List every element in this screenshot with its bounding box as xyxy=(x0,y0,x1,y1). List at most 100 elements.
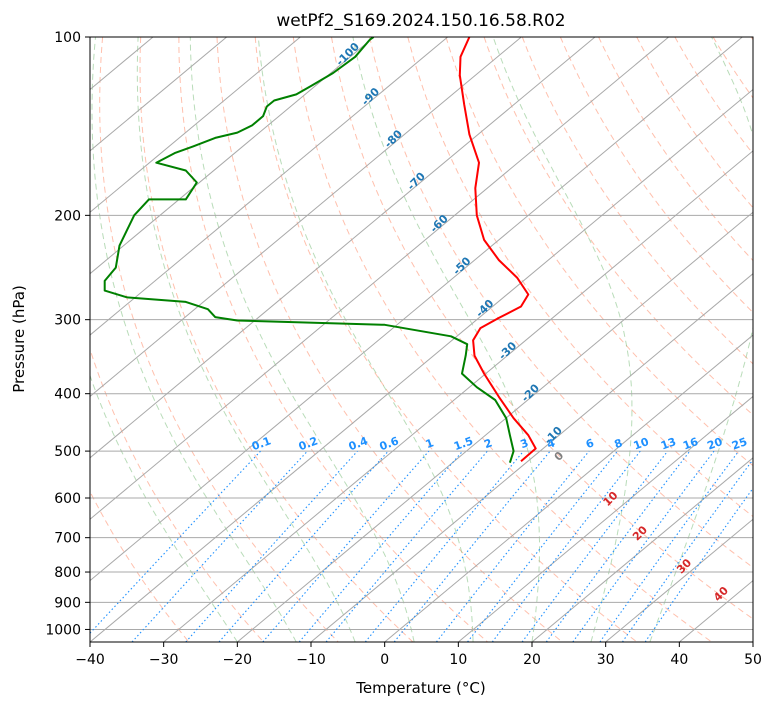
isotherm-line xyxy=(0,37,6,642)
y-tick-label: 200 xyxy=(54,208,81,224)
x-axis-label: Temperature (°C) xyxy=(355,679,485,697)
moist-adiabat-line xyxy=(90,374,238,642)
dry-adiabat-line xyxy=(90,347,264,642)
isotherm-line xyxy=(90,37,522,398)
dry-adiabat-line xyxy=(750,37,753,41)
isotherm-line xyxy=(384,334,753,642)
mixing-ratio-label: 25 xyxy=(730,435,749,452)
isotherm-line xyxy=(237,211,753,642)
isotherm-label: -40 xyxy=(473,297,496,320)
plot-frame xyxy=(89,36,754,643)
temperature-profile-line xyxy=(458,37,537,462)
y-tick-label: 700 xyxy=(54,531,81,547)
dry-adiabat-line xyxy=(90,490,190,642)
mixing-ratio-line xyxy=(545,450,691,642)
mixing-ratio-label: 10 xyxy=(632,435,651,453)
y-tick-label: 1000 xyxy=(45,622,81,638)
mixing-ratio-line xyxy=(131,450,308,642)
line-labels: 0.1 0.2 0.4 0.6 1 1.5 2 3 4 6 8 10 13 16 20 25 30 36-100-… xyxy=(250,40,775,604)
y-tick-label: 400 xyxy=(54,387,81,403)
x-tick-label: −30 xyxy=(149,652,179,668)
x-tick-label: 30 xyxy=(597,652,615,668)
x-tick-label: −40 xyxy=(75,652,105,668)
isotherm-line xyxy=(605,518,753,642)
y-tick-label: 800 xyxy=(54,565,81,581)
mixing-ratio-line xyxy=(90,450,262,634)
isotherm-line xyxy=(752,641,753,642)
background-lines xyxy=(0,37,753,642)
x-tick-label: −10 xyxy=(296,652,326,668)
dry-adiabat-line xyxy=(598,37,753,262)
x-tick-label: 40 xyxy=(670,652,688,668)
mixing-ratio-label: 36 xyxy=(771,435,775,453)
dry-adiabat-line xyxy=(331,37,753,620)
moist-adiabat-line xyxy=(257,37,474,642)
isotherm-line xyxy=(90,37,301,213)
isotherm-line xyxy=(90,37,669,520)
isotherm-line xyxy=(531,457,753,642)
mixing-ratio-line xyxy=(435,450,590,642)
y-tick-label: 100 xyxy=(54,30,81,46)
isotherm-line xyxy=(458,395,753,642)
dry-adiabat-label: 10 xyxy=(601,489,621,509)
mixing-ratio-line xyxy=(621,458,753,642)
isotherm-line xyxy=(90,37,448,336)
x-tick-label: 0 xyxy=(380,652,389,668)
mixing-ratio-line xyxy=(325,450,488,642)
mixing-ratio-label: 16 xyxy=(681,435,700,453)
mixing-ratio-label: 20 xyxy=(705,435,724,453)
mixing-ratio-label: 0.1 xyxy=(250,434,273,453)
dry-adiabat-line xyxy=(559,37,753,314)
dry-adiabat-line xyxy=(636,37,753,209)
mixing-ratio-line xyxy=(599,450,740,642)
mixing-ratio-line xyxy=(185,450,358,642)
isotherm-label: -80 xyxy=(382,127,405,150)
y-tick-label: 900 xyxy=(54,595,81,611)
moist-adiabat-line xyxy=(91,37,297,642)
x-tick-label: 50 xyxy=(744,652,762,668)
isotherm-line xyxy=(679,579,753,642)
isotherm-label: -70 xyxy=(405,170,428,193)
mixing-ratio-label: 0.4 xyxy=(347,434,370,453)
axis-ticks: −40 −30 −20 −10 0 10 20 30 40 5010020030040050060… xyxy=(45,30,762,668)
isotherm-line xyxy=(310,273,753,642)
mixing-ratio-line xyxy=(393,450,551,642)
moist-adiabat-line xyxy=(189,37,415,642)
dry-adiabat-line xyxy=(216,37,563,642)
mixing-ratio-label: 1 xyxy=(424,436,436,451)
x-tick-label: 10 xyxy=(449,652,467,668)
mixing-ratio-label: 1.5 xyxy=(452,434,475,453)
dry-adiabat-line xyxy=(292,37,712,642)
mixing-ratio-label: 0.2 xyxy=(297,434,320,453)
y-tick-label: 500 xyxy=(54,444,81,460)
mixing-ratio-line xyxy=(644,487,753,642)
mixing-ratio-line xyxy=(218,450,389,642)
mixing-ratio-label: 6 xyxy=(584,436,596,451)
mixing-ratio-line xyxy=(521,450,669,642)
x-tick-label: 20 xyxy=(523,652,541,668)
isotherm-label: -20 xyxy=(519,381,542,404)
isotherm-label: -50 xyxy=(450,254,473,277)
moist-adiabat-line xyxy=(492,37,633,642)
dewpoint-profile-line xyxy=(103,37,515,464)
dry-adiabat-line xyxy=(445,37,753,467)
isotherm-line xyxy=(90,88,753,642)
dry-adiabat-line xyxy=(369,37,753,569)
y-tick-label: 600 xyxy=(54,491,81,507)
isotherm-line xyxy=(90,37,375,275)
mixing-ratio-label: 4 xyxy=(545,436,557,451)
profile-lines xyxy=(103,37,537,464)
dry-adiabat-line xyxy=(99,37,339,642)
mixing-ratio-label: 3 xyxy=(519,436,531,451)
dry-adiabat-line xyxy=(178,37,488,642)
dry-adiabat-line xyxy=(521,37,753,365)
isotherm-label: -10 xyxy=(542,424,565,447)
mixing-ratio-label: 8 xyxy=(613,436,625,451)
moist-adiabat-line xyxy=(352,37,540,642)
isotherm-line xyxy=(163,150,753,642)
isotherm-line xyxy=(90,37,743,582)
x-tick-label: −20 xyxy=(223,652,253,668)
y-axis-label: Pressure (hPa) xyxy=(10,285,28,393)
